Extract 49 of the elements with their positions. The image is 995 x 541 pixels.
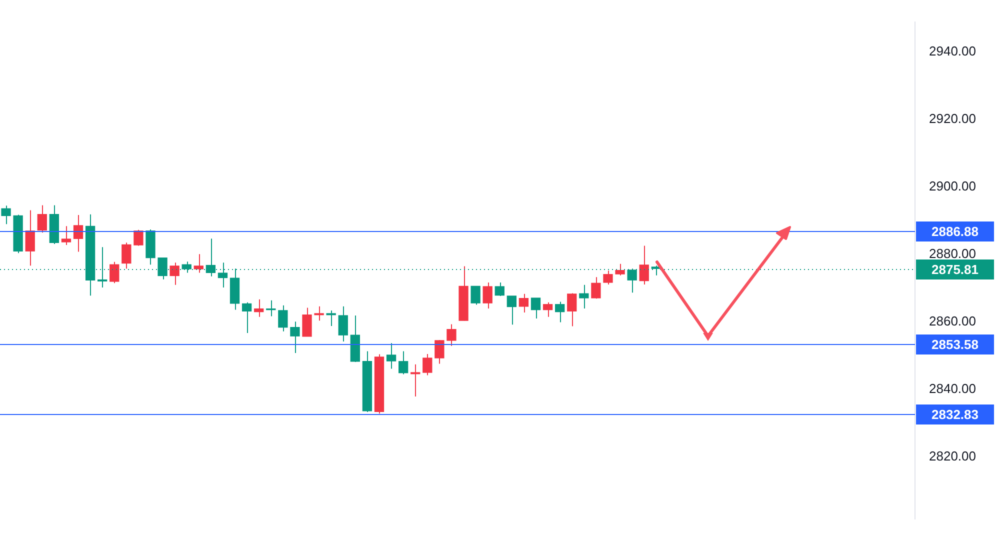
candlestick xyxy=(639,245,649,285)
ref-line-label: 2886.88 xyxy=(932,224,978,240)
y-tick-label: 2860.00 xyxy=(929,314,976,329)
candlestick xyxy=(494,282,504,296)
ref-line-label: 2853.58 xyxy=(932,337,978,352)
y-tick-label: 2940.00 xyxy=(929,44,976,59)
candlestick xyxy=(398,350,408,375)
candlestick xyxy=(61,226,72,246)
candlestick xyxy=(326,310,336,326)
candlestick xyxy=(170,262,180,286)
candlestick xyxy=(567,292,577,327)
candlestick xyxy=(506,295,517,326)
y-tick-label: 2920.00 xyxy=(929,111,976,126)
candlestick xyxy=(470,286,480,306)
candlestick xyxy=(25,210,35,266)
candlestick xyxy=(579,284,589,309)
candlestick xyxy=(542,302,553,318)
y-tick-label: 2820.00 xyxy=(929,448,976,464)
candlestick xyxy=(603,270,613,285)
candlestick xyxy=(110,261,120,284)
candlestick xyxy=(446,324,456,346)
candlestick xyxy=(278,304,288,332)
candlestick xyxy=(242,302,252,334)
candlestick xyxy=(410,364,420,397)
candlestick xyxy=(615,263,625,276)
ref-line-label: 2832.83 xyxy=(932,407,978,422)
candlestick xyxy=(422,353,432,376)
candlestick xyxy=(302,307,312,337)
y-tick-label: 2900.00 xyxy=(929,178,976,194)
candlestick xyxy=(134,229,144,246)
candlestick xyxy=(37,204,47,234)
y-tick-label: 2840.00 xyxy=(929,380,976,396)
candlestick xyxy=(1,205,11,225)
candlestick xyxy=(73,214,84,252)
candlestick xyxy=(530,297,541,320)
candlestick xyxy=(518,293,529,313)
ref-line-label: 2875.81 xyxy=(932,262,978,278)
candlestick xyxy=(338,306,348,342)
candlestick xyxy=(482,282,492,309)
candlestick xyxy=(591,276,601,300)
candlestick xyxy=(434,340,444,364)
y-tick-label: 2880.00 xyxy=(929,246,976,262)
candlestick xyxy=(386,342,396,370)
candlestick xyxy=(314,306,324,322)
candlestick xyxy=(254,298,264,318)
candlestick xyxy=(555,301,565,323)
candlestick xyxy=(194,254,204,274)
candlestick xyxy=(122,242,132,270)
candlestick xyxy=(290,321,300,354)
